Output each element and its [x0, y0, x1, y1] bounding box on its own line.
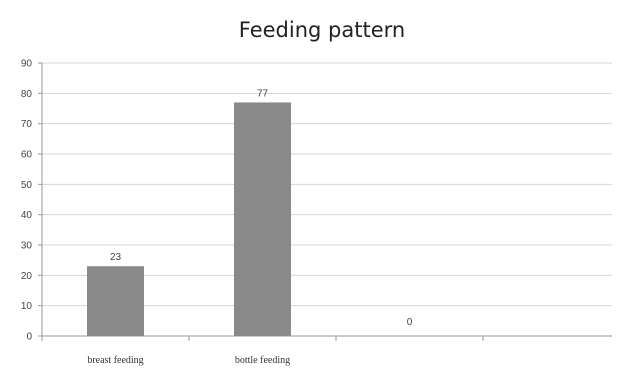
- bars: [87, 102, 291, 336]
- y-tick-label: 30: [21, 241, 33, 252]
- y-tick-label: 70: [21, 119, 33, 130]
- bar: [87, 266, 144, 336]
- category-label: bottle feeding: [235, 355, 290, 366]
- y-tick-label: 20: [21, 271, 33, 282]
- chart-title: Feeding pattern: [239, 18, 405, 42]
- y-tick-label: 40: [21, 210, 33, 221]
- y-tick-label: 80: [21, 89, 33, 100]
- y-tick-label: 90: [21, 59, 33, 70]
- labels: 0 10 20 30 40 50 60 70 80 90 23 breast feeding 77 bot…: [21, 59, 413, 367]
- bar: [234, 102, 291, 336]
- data-label: 23: [110, 252, 122, 263]
- category-label: breast feeding: [87, 355, 143, 366]
- y-tick-label: 10: [21, 301, 33, 312]
- data-label: 77: [257, 88, 269, 99]
- data-label: 0: [407, 317, 413, 328]
- y-tick-label: 60: [21, 150, 33, 161]
- y-tick-label: 0: [26, 332, 32, 343]
- y-tick-label: 50: [21, 180, 33, 191]
